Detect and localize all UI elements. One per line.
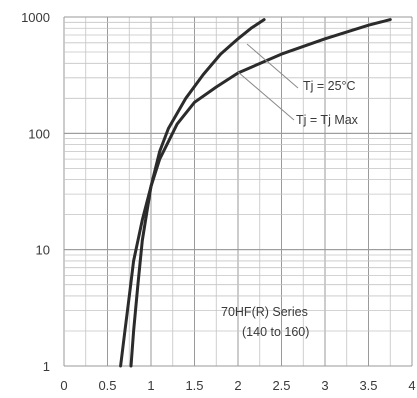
x-tick-label: 1.5 — [185, 378, 203, 393]
x-tick-label: 3.5 — [359, 378, 377, 393]
legend-label-tj-25: Tj = 25°C — [303, 79, 356, 93]
y-tick-label: 1000 — [21, 10, 50, 25]
legend-label-tj-max: Tj = Tj Max — [296, 113, 359, 127]
x-tick-label: 2 — [234, 378, 241, 393]
tick-labels: 0 0.5 1 1.5 2 2.5 3 3.5 4 1 10 100 1000 — [21, 10, 416, 393]
grid — [63, 16, 413, 367]
x-tick-label: 1 — [147, 378, 154, 393]
curves — [119, 18, 392, 368]
leader-line-tj-max — [237, 71, 295, 121]
series-line-1 — [119, 18, 392, 368]
x-tick-label: 2.5 — [272, 378, 290, 393]
y-tick-label: 10 — [36, 243, 50, 258]
x-tick-label: 3 — [321, 378, 328, 393]
y-tick-label: 1 — [43, 359, 50, 374]
x-tick-label: 0 — [60, 378, 67, 393]
x-tick-label: 4 — [408, 378, 415, 393]
series-annotation-line1: 70HF(R) Series — [221, 305, 308, 319]
series-line-0 — [129, 18, 266, 368]
series-annotation-line2: (140 to 160) — [242, 325, 309, 339]
x-tick-label: 0.5 — [98, 378, 116, 393]
y-tick-label: 100 — [28, 126, 50, 141]
leader-line-tj-25 — [246, 43, 299, 89]
leader-lines — [237, 43, 299, 121]
